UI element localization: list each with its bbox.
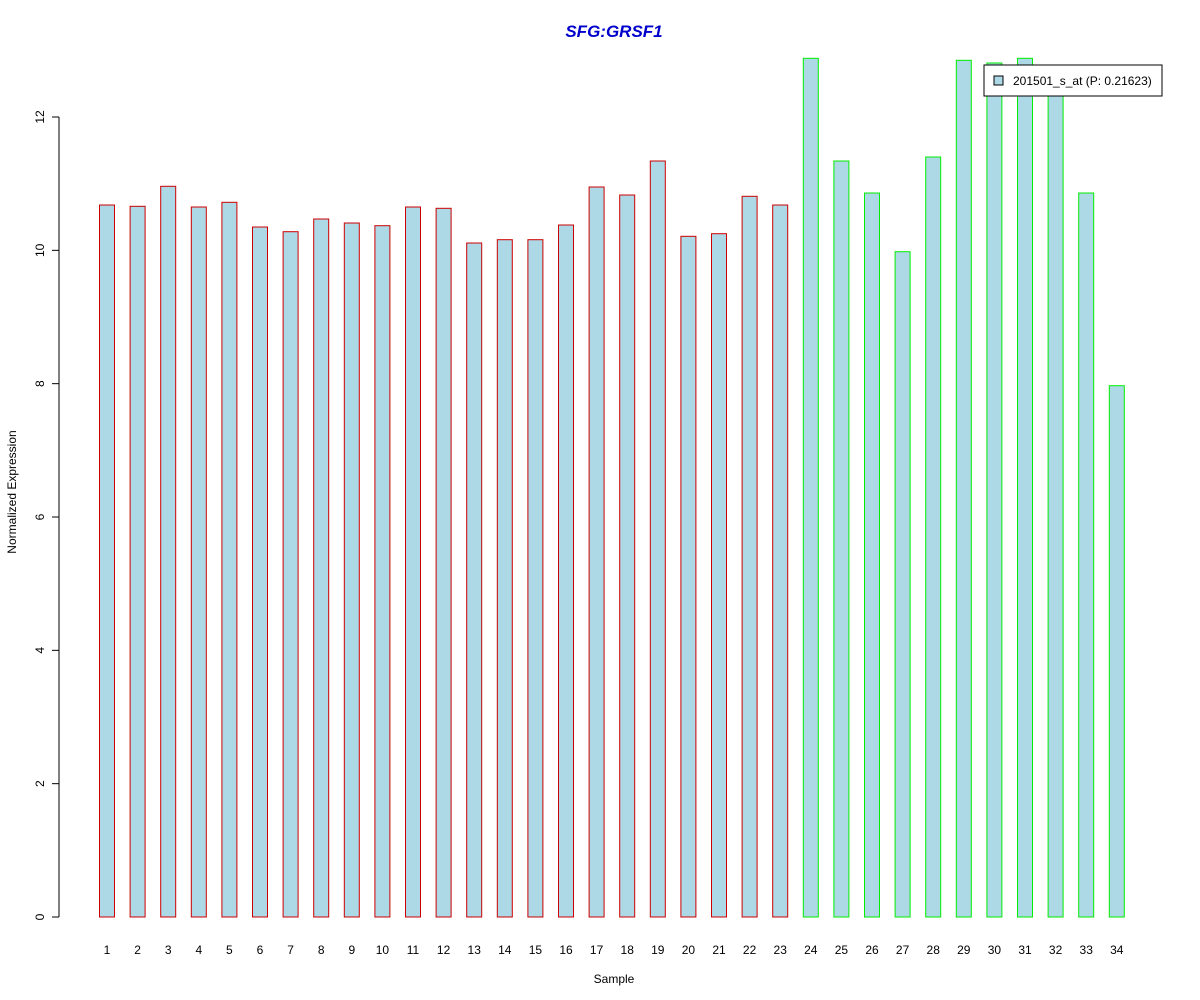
bar [588, 186, 605, 918]
bar [160, 185, 177, 918]
x-tick-label: 24 [804, 943, 818, 957]
bar [190, 206, 207, 918]
x-tick-label: 5 [226, 943, 233, 957]
x-tick-label: 26 [865, 943, 879, 957]
legend: 201501_s_at (P: 0.21623) [983, 64, 1163, 97]
x-tick-label: 17 [590, 943, 604, 957]
x-tick-label: 31 [1018, 943, 1032, 957]
y-axis-label: Normalized Expression [5, 430, 19, 553]
bars-layer [99, 57, 1125, 918]
bar [1017, 57, 1033, 918]
bar [252, 226, 268, 918]
bar [496, 239, 513, 918]
x-tick-label: 20 [682, 943, 696, 957]
x-tick-label: 11 [407, 943, 420, 957]
bar [925, 156, 942, 918]
bar [1078, 192, 1095, 918]
x-tick-label: 9 [348, 943, 355, 957]
bar [221, 201, 238, 918]
chart-title: SFG:GRSF1 [565, 22, 662, 41]
bar [129, 205, 146, 918]
y-tick-label: 4 [33, 647, 47, 654]
x-tick-label: 13 [468, 943, 482, 957]
x-tick-label: 1 [104, 943, 111, 957]
bar [313, 218, 330, 918]
bar [894, 251, 911, 918]
bar [802, 57, 819, 918]
bar [99, 204, 115, 918]
x-axis-label: Sample [594, 972, 635, 986]
bar [772, 204, 789, 918]
x-tick-label: 6 [257, 943, 264, 957]
bar [986, 62, 1003, 918]
bar [864, 192, 880, 918]
x-tick-label: 3 [165, 943, 172, 957]
y-tick-label: 10 [33, 243, 47, 257]
x-tick-label: 29 [957, 943, 971, 957]
x-tick-label: 23 [774, 943, 788, 957]
x-tick-label: 33 [1080, 943, 1094, 957]
x-tick-label: 32 [1049, 943, 1063, 957]
bar [680, 235, 697, 918]
x-tick-label: 15 [529, 943, 543, 957]
bar [527, 239, 544, 918]
legend-box [983, 64, 1163, 97]
y-tick-label: 8 [33, 380, 47, 387]
bar [955, 59, 972, 918]
bar [619, 194, 636, 918]
bar [343, 222, 360, 918]
x-tick-label: 7 [287, 943, 294, 957]
bar [711, 233, 727, 918]
bar [741, 195, 758, 918]
y-tick-label: 0 [33, 913, 47, 920]
bar [405, 206, 421, 918]
x-tick-label: 22 [743, 943, 757, 957]
x-tick-label: 16 [559, 943, 573, 957]
bar [1108, 385, 1125, 918]
x-tick-label: 18 [621, 943, 635, 957]
x-tick-label: 8 [318, 943, 325, 957]
y-tick-label: 2 [33, 780, 47, 787]
x-tick-label: 34 [1110, 943, 1124, 957]
bar [833, 160, 850, 918]
legend-swatch [993, 75, 1004, 86]
x-tick-label: 25 [835, 943, 849, 957]
x-tick-label: 14 [498, 943, 512, 957]
bar [282, 231, 299, 918]
bar [558, 224, 574, 918]
y-axis: 0 2 4 6 8 10 12 [33, 110, 60, 920]
x-tick-label: 19 [651, 943, 665, 957]
bar [649, 160, 666, 918]
bar [435, 207, 452, 918]
y-tick-label: 6 [33, 513, 47, 520]
x-tick-label: 2 [134, 943, 141, 957]
x-tick-label: 27 [896, 943, 910, 957]
legend-label: 201501_s_at (P: 0.21623) [1013, 74, 1152, 88]
x-tick-label: 21 [712, 943, 726, 957]
bar [466, 242, 483, 918]
bar [374, 225, 391, 918]
x-tick-label: 28 [927, 943, 941, 957]
x-tick-label: 30 [988, 943, 1002, 957]
x-tick-label: 12 [437, 943, 451, 957]
x-tick-label: 4 [195, 943, 202, 957]
x-axis: 1 2 3 4 5 6 7 8 9 10 11 12 13 14 15 16 17 18 19 20 21 22 23 24 2… [104, 943, 1124, 957]
x-tick-label: 10 [376, 943, 390, 957]
y-tick-label: 12 [33, 110, 47, 124]
bar [1047, 76, 1064, 918]
